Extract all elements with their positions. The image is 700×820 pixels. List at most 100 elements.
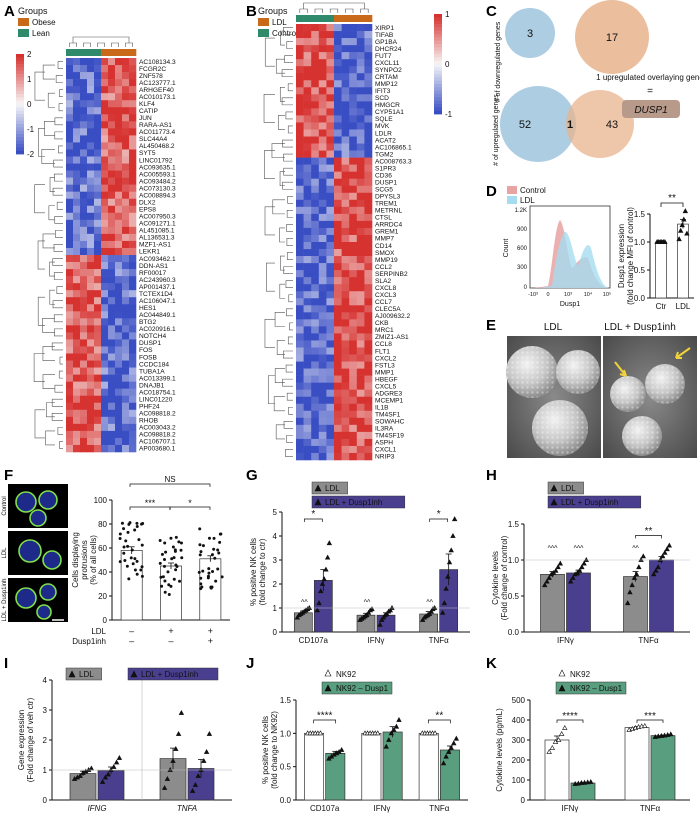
x-tick-label: IFNγ: [562, 804, 579, 813]
color-scale-step: [16, 97, 24, 102]
heatmap-cell: [356, 347, 365, 355]
color-scale-step: [16, 110, 24, 115]
data-point: [77, 772, 83, 778]
color-scale-step: [434, 34, 442, 38]
legend-marker: [324, 669, 332, 677]
heatmap-cell: [318, 108, 327, 116]
bar: [304, 732, 325, 801]
dendrogram-branch: [264, 319, 275, 348]
heatmap-cell: [341, 410, 350, 419]
heatmap-cell: [349, 417, 358, 426]
heatmap-cell: [129, 276, 137, 284]
heatmap-cell: [334, 375, 342, 383]
panel-e-images: LDL LDL + Dusp1inh: [506, 322, 697, 458]
x-tick-label: CD107a: [310, 804, 340, 813]
panel-e-inhibitor-cell-texture: [610, 376, 646, 412]
data-point: [364, 612, 370, 618]
legend-label: LDL: [79, 670, 94, 679]
heatmap-cell: [318, 122, 327, 130]
heatmap-cell: [80, 212, 88, 221]
heatmap-cell: [341, 108, 350, 116]
heatmap-cell: [356, 199, 365, 208]
heatmap-cell: [334, 136, 342, 144]
gene-label: CXCL2: [375, 355, 397, 362]
heatmap-cell: [296, 80, 304, 88]
heatmap-cell: [73, 170, 81, 178]
data-point: [201, 544, 205, 548]
data-point: [653, 567, 659, 573]
heatmap-cell: [101, 283, 109, 291]
y-axis-label: protrusions: [80, 540, 89, 580]
color-scale-step: [434, 30, 442, 35]
heatmap-cell: [356, 122, 365, 130]
heatmap-cell: [94, 416, 102, 425]
heatmap-cell: [129, 142, 137, 150]
gene-label: DNAJB1: [139, 382, 165, 389]
heatmap-cell: [122, 423, 130, 432]
heatmap-cell: [80, 142, 88, 150]
heatmap-cell: [303, 417, 312, 426]
heatmap-cell: [311, 333, 320, 341]
heatmap-cell: [115, 198, 123, 207]
significance-bracket: [313, 719, 337, 724]
treatment-sign: –: [168, 636, 173, 646]
heatmap-cell: [349, 213, 358, 222]
heatmap-cell: [122, 402, 130, 411]
heatmap-cell: [326, 171, 335, 180]
heatmap-cell: [318, 382, 327, 390]
heatmap-cell: [80, 86, 88, 94]
heatmap-cell: [334, 354, 342, 362]
heatmap-cell: [303, 312, 312, 320]
heatmap-cell: [311, 340, 320, 348]
data-point: [135, 572, 139, 576]
heatmap-cell: [334, 213, 342, 222]
panel-a-dendrogram: [33, 36, 133, 449]
heatmap-cell: [349, 122, 358, 130]
data-point: [195, 772, 201, 778]
heatmap-cell: [334, 227, 342, 236]
y-axis-label: (fold change to NK92): [270, 711, 279, 789]
heatmap-cell: [311, 263, 320, 271]
heatmap-group-bar: [94, 49, 102, 56]
y-tick-label: 5: [273, 508, 278, 517]
heatmap-cell: [129, 318, 137, 326]
heatmap-cell: [364, 354, 373, 362]
gene-label: FCGR2C: [139, 66, 166, 73]
heatmap-cell: [303, 122, 312, 130]
data-point: [163, 558, 167, 562]
heatmap-cell: [94, 346, 102, 354]
y-tick-label: 0.5: [280, 763, 292, 772]
color-scale-step: [16, 114, 24, 118]
data-point: [140, 574, 144, 578]
heatmap-cell: [94, 304, 102, 312]
heatmap-cell: [364, 403, 373, 412]
heatmap-cell: [364, 424, 373, 433]
heatmap-cell: [66, 121, 74, 129]
heatmap-cell: [66, 395, 74, 404]
data-point: [140, 543, 144, 547]
heatmap-cell: [108, 79, 116, 87]
gene-label: AC011773.4: [139, 129, 176, 136]
heatmap-cell: [341, 31, 350, 39]
heatmap-cell: [115, 240, 123, 249]
heatmap-cell: [311, 59, 320, 67]
heatmap-cell: [129, 198, 137, 207]
heatmap-cell: [356, 178, 365, 187]
heatmap-cell: [349, 326, 358, 334]
data-point: [118, 532, 122, 536]
heatmap-cell: [356, 438, 365, 447]
gene-label: AC073130.3: [139, 185, 176, 192]
heatmap-cell: [87, 325, 95, 333]
color-scale-step: [16, 84, 24, 88]
panel-d-xtick: 10³: [564, 292, 572, 298]
heatmap-cell: [129, 297, 137, 305]
heatmap-cell: [334, 94, 342, 102]
heatmap-cell: [73, 346, 81, 354]
dendrogram-branch: [264, 206, 275, 236]
gene-label: AC106707.1: [139, 439, 176, 446]
heatmap-cell: [326, 199, 335, 208]
heatmap-cell: [101, 170, 109, 178]
heatmap-cell: [73, 318, 81, 326]
data-point: [133, 528, 137, 532]
data-point: [570, 574, 576, 580]
